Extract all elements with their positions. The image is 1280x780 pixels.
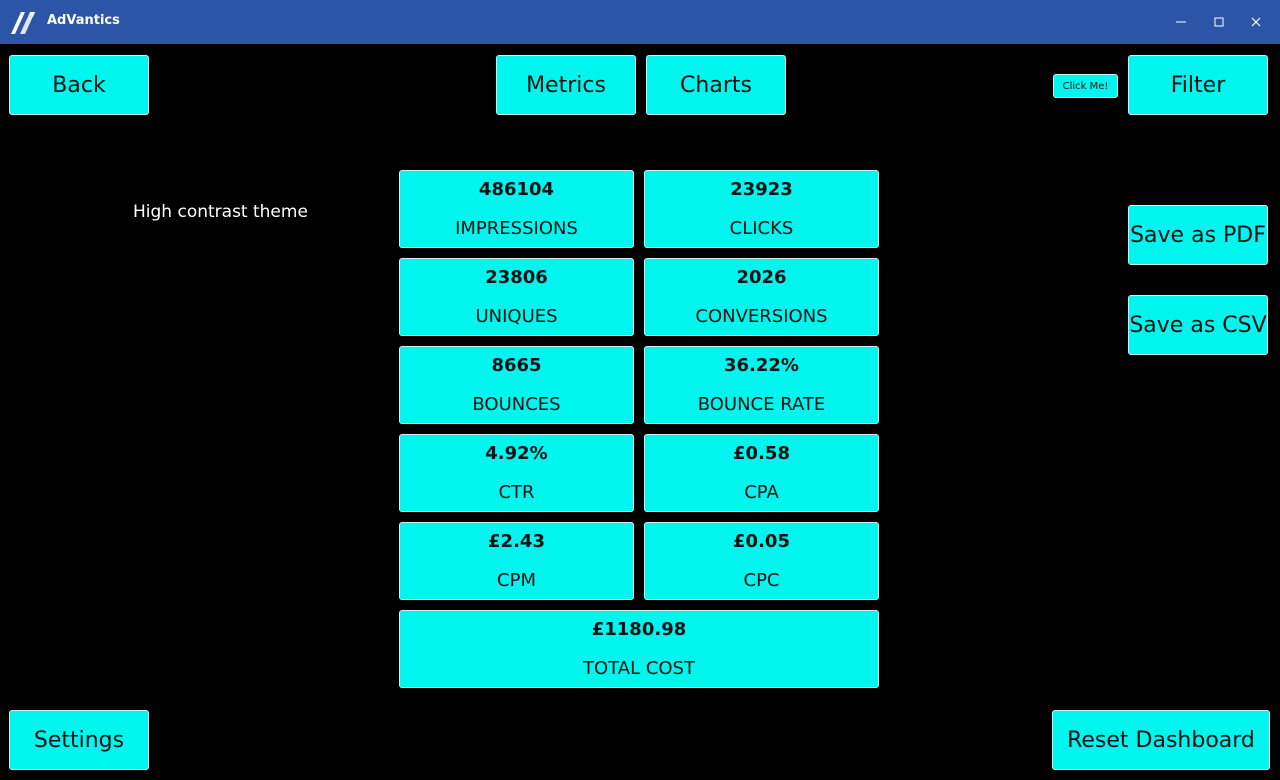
metric-value: 486104	[478, 179, 555, 200]
charts-button[interactable]: Charts	[646, 55, 786, 115]
metric-label: CPA	[744, 482, 779, 503]
metric-tile-ctr[interactable]: 4.92% CTR	[399, 434, 634, 512]
metric-label: CLICKS	[729, 218, 794, 239]
filter-button[interactable]: Filter	[1128, 55, 1268, 115]
metrics-button[interactable]: Metrics	[496, 55, 636, 115]
metric-label: BOUNCES	[472, 394, 561, 415]
metric-value: 23806	[485, 267, 548, 288]
app-title: AdVantics	[47, 13, 120, 28]
settings-button[interactable]: Settings	[9, 710, 149, 770]
metric-label: CONVERSIONS	[695, 306, 828, 327]
metric-value: 2026	[736, 267, 787, 288]
metric-value: 8665	[491, 355, 542, 376]
metric-label: CTR	[498, 482, 535, 503]
metric-value: £0.58	[733, 443, 790, 464]
metric-label: CPC	[743, 570, 780, 591]
metric-tile-conversions[interactable]: 2026 CONVERSIONS	[644, 258, 879, 336]
save-pdf-button[interactable]: Save as PDF	[1128, 205, 1268, 265]
advantics-logo-icon	[8, 8, 38, 36]
metric-label: CPM	[497, 570, 536, 591]
metric-tile-cpc[interactable]: £0.05 CPC	[644, 522, 879, 600]
metric-tile-bounce-rate[interactable]: 36.22% BOUNCE RATE	[644, 346, 879, 424]
reset-dashboard-button[interactable]: Reset Dashboard	[1052, 710, 1270, 770]
save-csv-button[interactable]: Save as CSV	[1128, 295, 1268, 355]
minimize-icon[interactable]	[1167, 8, 1195, 36]
metric-label: BOUNCE RATE	[697, 394, 826, 415]
click-me-button[interactable]: Click Me!	[1053, 74, 1118, 98]
metric-label: IMPRESSIONS	[455, 218, 578, 239]
metric-value: 36.22%	[724, 355, 799, 376]
metric-tile-clicks[interactable]: 23923 CLICKS	[644, 170, 879, 248]
metric-value: 4.92%	[485, 443, 548, 464]
metric-label: TOTAL COST	[583, 658, 695, 679]
metric-tile-impressions[interactable]: 486104 IMPRESSIONS	[399, 170, 634, 248]
metric-value: £0.05	[733, 531, 790, 552]
metric-tile-total-cost[interactable]: £1180.98 TOTAL COST	[399, 610, 879, 688]
metric-value: £1180.98	[591, 619, 687, 640]
maximize-icon[interactable]	[1205, 8, 1233, 36]
back-button[interactable]: Back	[9, 55, 149, 115]
close-icon[interactable]	[1242, 8, 1270, 36]
metric-tile-cpm[interactable]: £2.43 CPM	[399, 522, 634, 600]
metric-tile-cpa[interactable]: £0.58 CPA	[644, 434, 879, 512]
metric-value: 23923	[730, 179, 793, 200]
theme-label: High contrast theme	[133, 202, 308, 222]
metric-value: £2.43	[488, 531, 545, 552]
metric-label: UNIQUES	[475, 306, 558, 327]
title-bar: AdVantics	[0, 0, 1280, 44]
metric-tile-uniques[interactable]: 23806 UNIQUES	[399, 258, 634, 336]
metric-tile-bounces[interactable]: 8665 BOUNCES	[399, 346, 634, 424]
